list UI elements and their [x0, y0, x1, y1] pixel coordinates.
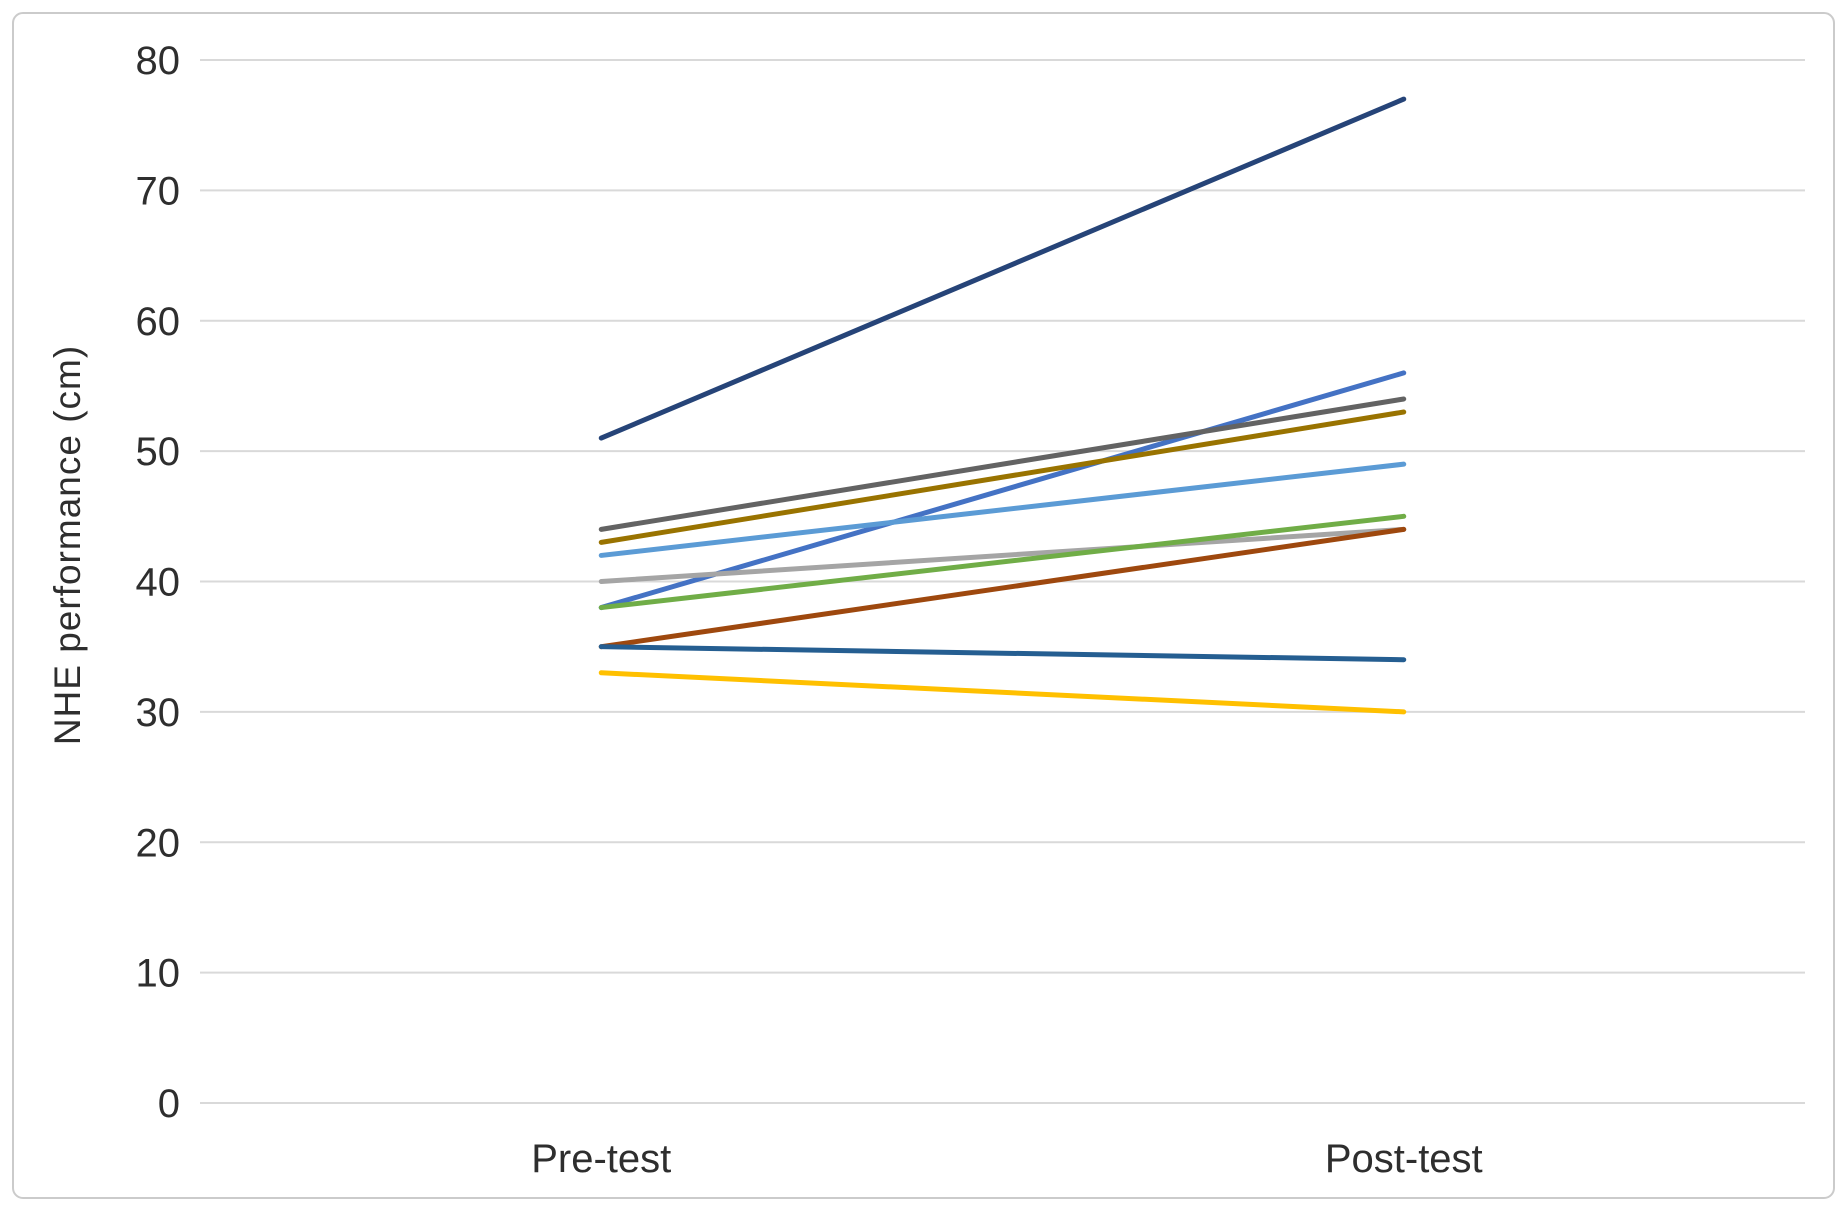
- series-line-light-gray-participant: [598, 526, 1407, 584]
- x-axis-category-labels: Pre-test Post-test: [531, 1137, 1482, 1181]
- y-tick-label: 40: [136, 561, 181, 605]
- y-tick-label: 50: [136, 430, 181, 474]
- y-tick-label: 0: [158, 1082, 180, 1126]
- series-line-dark-gold-participant: [598, 409, 1407, 545]
- y-tick-label: 80: [136, 39, 181, 83]
- y-tick-label: 20: [136, 821, 181, 865]
- gridlines-group: [200, 59, 1805, 1104]
- series-line-dark-navy-participant: [598, 96, 1407, 441]
- series-line-dark-gray-participant: [598, 396, 1407, 532]
- series-line-royal-blue-participant: [598, 370, 1407, 611]
- y-tick-label: 60: [136, 300, 181, 344]
- y-tick-label: 30: [136, 691, 181, 735]
- series-line-green-participant: [598, 513, 1407, 611]
- series-lines-group: [598, 96, 1407, 715]
- series-line-steel-blue-participant: [598, 644, 1407, 663]
- y-tick-label: 70: [136, 169, 181, 213]
- x-category-label-post-test: Post-test: [1325, 1137, 1483, 1181]
- x-category-label-pre-test: Pre-test: [531, 1137, 671, 1181]
- y-tick-label: 10: [136, 952, 181, 996]
- series-line-rust-orange-participant: [598, 526, 1407, 650]
- y-axis-tick-labels: 0 10 20 30 40 50 60 70 80: [136, 39, 181, 1126]
- series-line-yellow-participant: [598, 670, 1407, 715]
- chart-area-border: [12, 12, 1835, 1199]
- y-axis-title: NHE performance (cm): [47, 345, 88, 745]
- series-line-light-blue-participant: [598, 461, 1407, 558]
